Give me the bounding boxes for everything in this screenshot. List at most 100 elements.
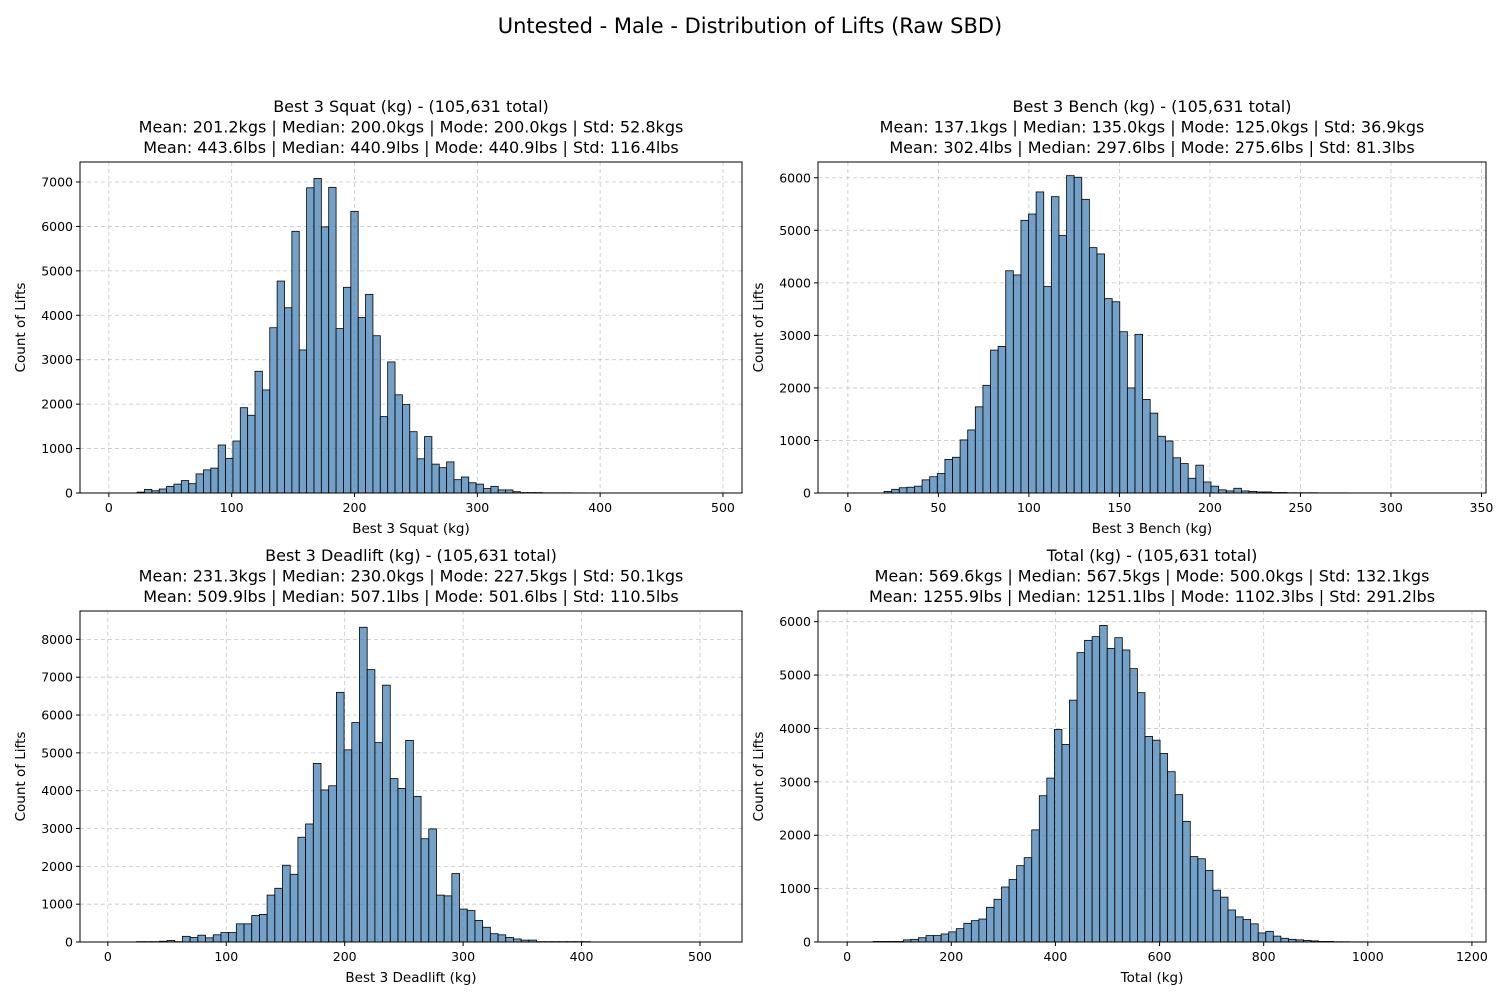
histogram-bar — [1167, 771, 1176, 943]
histogram-bar — [1137, 692, 1146, 943]
histogram-bar — [247, 414, 256, 494]
histogram-bar — [313, 178, 322, 494]
histogram-bar — [1008, 879, 1018, 943]
x-tick-label: 250 — [1289, 500, 1313, 515]
histogram-bar — [412, 795, 422, 943]
histogram-bar — [1189, 856, 1199, 943]
histogram-bar — [982, 384, 991, 494]
y-tick-label: 3000 — [41, 821, 73, 836]
histogram-bar — [936, 473, 946, 494]
histogram-bar — [1096, 253, 1105, 494]
y-tick-label: 6000 — [779, 614, 811, 629]
chart-title-line: Mean: 302.4lbs | Median: 297.6lbs | Mode… — [889, 138, 1414, 157]
chart-title-line: Best 3 Bench (kg) - (105,631 total) — [1013, 97, 1292, 116]
histogram-bar — [453, 479, 462, 494]
histogram-bar — [1081, 198, 1090, 494]
histogram-bar — [933, 935, 942, 943]
histogram-bar — [1195, 464, 1204, 494]
histogram-bar — [986, 906, 995, 943]
histogram-bar — [1187, 477, 1197, 494]
histogram-bar — [1043, 286, 1052, 494]
y-tick-label: 5000 — [779, 223, 811, 238]
x-axis-label: Total (kg) — [1120, 970, 1184, 986]
histogram-bar — [144, 489, 153, 494]
x-tick-label: 500 — [688, 949, 712, 964]
axes-frame — [79, 610, 743, 943]
histogram-bar — [1203, 481, 1212, 494]
y-tick-label: 3000 — [41, 352, 73, 367]
histogram-bar — [254, 370, 263, 494]
histogram-bar — [1050, 196, 1060, 494]
histogram-bar — [921, 479, 931, 494]
histogram-bar — [929, 476, 938, 494]
histogram-bar — [166, 485, 175, 494]
histogram-bar — [182, 935, 191, 943]
x-tick-label: 0 — [843, 949, 851, 964]
histogram-bar — [282, 864, 291, 943]
histogram-bar — [1265, 930, 1274, 943]
y-tick-label: 3000 — [779, 328, 811, 343]
histogram-bar — [173, 483, 182, 494]
histogram-bar — [158, 488, 167, 494]
y-axis-label: Count of Lifts — [13, 283, 29, 373]
histogram-bar — [1069, 699, 1078, 943]
histogram-bar — [474, 920, 484, 943]
y-tick-label: 1000 — [41, 897, 73, 912]
chart-panel: Total (kg) - (105,631 total) Mean: 569.6k… — [751, 546, 1488, 986]
histogram-bar — [266, 894, 276, 943]
histogram-bar — [389, 778, 399, 943]
chart-title-line: Mean: 509.9lbs | Median: 507.1lbs | Mode… — [143, 587, 679, 606]
histogram-bar — [405, 739, 414, 943]
y-tick-label: 8000 — [41, 632, 73, 647]
histogram-bar — [1159, 753, 1169, 943]
histogram-bar — [217, 444, 226, 494]
histogram-bar — [365, 293, 374, 494]
histogram-bar — [424, 436, 433, 494]
histogram-bar — [1076, 652, 1085, 943]
histogram-bar — [259, 913, 268, 943]
x-tick-label: 200 — [1198, 500, 1222, 515]
x-tick-label: 400 — [1043, 949, 1067, 964]
x-tick-label: 400 — [570, 949, 594, 964]
axes-frame — [817, 610, 1487, 943]
histogram-bar — [1212, 889, 1221, 943]
histogram-bar — [475, 483, 484, 494]
histogram-bar — [1061, 744, 1070, 943]
x-tick-label: 400 — [588, 500, 612, 515]
histogram-bar — [1031, 829, 1040, 943]
y-tick-label: 6000 — [779, 170, 811, 185]
histogram-bar — [420, 838, 430, 943]
x-axis-label: Best 3 Bench (kg) — [1092, 521, 1212, 537]
histogram-bar — [312, 763, 322, 943]
histogram-bar — [978, 918, 987, 943]
y-tick-label: 6000 — [41, 708, 73, 723]
histogram-bar — [1091, 636, 1101, 943]
histogram-bar — [203, 469, 212, 494]
histogram-bar — [189, 937, 199, 943]
histogram-bar — [906, 486, 915, 494]
histogram-bar — [974, 406, 984, 494]
histogram-bar — [335, 691, 345, 943]
histogram-bar — [1242, 919, 1252, 943]
x-tick-label: 150 — [1107, 500, 1131, 515]
histogram-bar — [1157, 435, 1166, 494]
histogram-bar — [466, 910, 476, 943]
histogram-bar — [1114, 637, 1123, 943]
histogram-bar — [1066, 175, 1075, 494]
histogram-bar — [963, 922, 972, 943]
y-axis-label: Count of Lifts — [13, 732, 29, 822]
y-tick-label: 4000 — [41, 783, 73, 798]
histogram-bar — [1220, 896, 1229, 943]
x-tick-label: 0 — [844, 500, 852, 515]
x-tick-label: 1000 — [1352, 949, 1384, 964]
histogram-bar — [1204, 870, 1214, 943]
histogram-bar — [305, 823, 314, 943]
histogram-bar — [490, 485, 499, 494]
y-tick-label: 0 — [803, 486, 811, 501]
histogram-bar — [205, 937, 214, 943]
histogram-bar — [1028, 213, 1037, 494]
histogram-bar — [1058, 235, 1067, 494]
x-tick-label: 100 — [214, 949, 238, 964]
histogram-bar — [952, 456, 961, 494]
chart-panel: Best 3 Bench (kg) - (105,631 total) Mean:… — [751, 97, 1493, 537]
